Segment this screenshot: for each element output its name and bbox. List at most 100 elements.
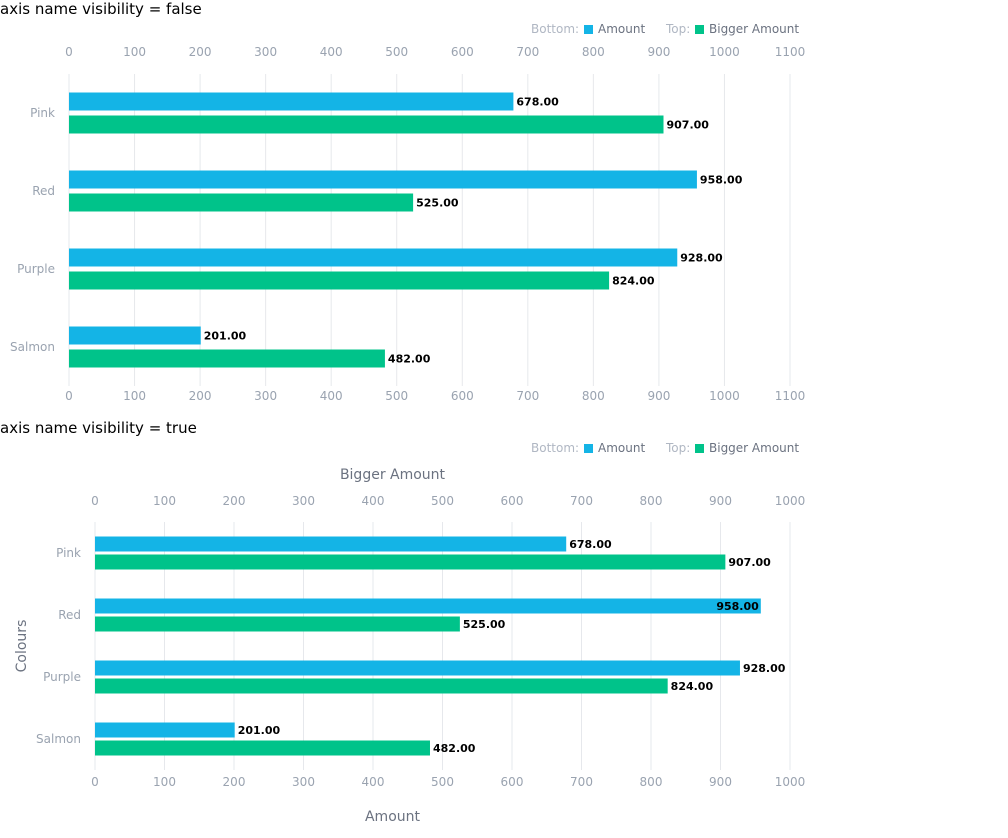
data-label-amount: 678.00 bbox=[569, 538, 612, 551]
bottom-tick-label: 0 bbox=[91, 775, 99, 789]
top-tick-label: 400 bbox=[362, 494, 385, 508]
top-tick-label: 900 bbox=[709, 494, 732, 508]
bottom-tick-label: 600 bbox=[501, 775, 524, 789]
bottom-tick-label: 1000 bbox=[709, 389, 740, 403]
top-tick-label: 1100 bbox=[775, 45, 806, 59]
chart-1-title: axis name visibility = false bbox=[0, 0, 202, 18]
top-axis-name: Bigger Amount bbox=[340, 467, 446, 483]
category-label: Salmon bbox=[36, 732, 81, 746]
data-label-bigger-amount: 482.00 bbox=[388, 353, 431, 366]
bottom-tick-label: 100 bbox=[153, 775, 176, 789]
bar-amount bbox=[69, 326, 201, 345]
top-tick-label: 800 bbox=[640, 494, 663, 508]
legend-amount-label: Amount bbox=[598, 441, 645, 455]
legend-amount-swatch bbox=[584, 25, 593, 34]
bar-amount bbox=[69, 170, 697, 189]
bottom-tick-label: 400 bbox=[362, 775, 385, 789]
top-tick-label: 400 bbox=[320, 45, 343, 59]
data-label-bigger-amount: 907.00 bbox=[728, 556, 771, 569]
top-tick-label: 1000 bbox=[709, 45, 740, 59]
legend-amount-swatch bbox=[584, 444, 593, 453]
top-tick-label: 1000 bbox=[775, 494, 806, 508]
bottom-tick-label: 700 bbox=[516, 389, 539, 403]
legend-top-prefix: Top: bbox=[665, 441, 690, 455]
top-tick-label: 600 bbox=[451, 45, 474, 59]
bar-amount bbox=[95, 536, 567, 552]
chart-1: Bottom: Amount Top: Bigger Amount 0 0 100 100 20… bbox=[10, 22, 806, 403]
bottom-tick-label: 1000 bbox=[775, 775, 806, 789]
top-tick-label: 500 bbox=[385, 45, 408, 59]
bottom-tick-label: 0 bbox=[65, 389, 73, 403]
data-label-amount: 678.00 bbox=[516, 96, 559, 109]
top-tick-label: 300 bbox=[292, 494, 315, 508]
bar-amount bbox=[95, 722, 235, 738]
category-label: Purple bbox=[17, 262, 55, 276]
chart-2-title: axis name visibility = true bbox=[0, 419, 197, 437]
legend-bottom-prefix: Bottom: bbox=[531, 22, 579, 36]
legend-bigger-swatch bbox=[695, 25, 704, 34]
top-tick-label: 800 bbox=[582, 45, 605, 59]
bottom-tick-label: 100 bbox=[123, 389, 146, 403]
bottom-axis-name: Amount bbox=[365, 809, 421, 825]
bar-bigger-amount bbox=[69, 349, 385, 368]
data-label-amount: 201.00 bbox=[238, 724, 281, 737]
bar-bigger-amount bbox=[95, 554, 726, 570]
data-label-bigger-amount: 525.00 bbox=[463, 618, 506, 631]
bar-amount bbox=[69, 92, 514, 111]
bar-bigger-amount bbox=[95, 740, 430, 756]
top-tick-label: 200 bbox=[189, 45, 212, 59]
bottom-tick-label: 900 bbox=[647, 389, 670, 403]
data-label-amount: 201.00 bbox=[204, 330, 247, 343]
top-tick-label: 500 bbox=[431, 494, 454, 508]
data-label-amount: 928.00 bbox=[743, 662, 786, 675]
top-tick-label: 900 bbox=[647, 45, 670, 59]
legend-amount-label: Amount bbox=[598, 22, 645, 36]
bar-amount bbox=[95, 660, 740, 676]
bottom-tick-label: 800 bbox=[582, 389, 605, 403]
legend-bigger-label: Bigger Amount bbox=[709, 441, 799, 455]
bottom-tick-label: 300 bbox=[254, 389, 277, 403]
bar-amount bbox=[69, 248, 678, 267]
bottom-tick-label: 600 bbox=[451, 389, 474, 403]
top-tick-label: 300 bbox=[254, 45, 277, 59]
data-label-bigger-amount: 907.00 bbox=[666, 119, 709, 132]
top-tick-label: 100 bbox=[153, 494, 176, 508]
category-label: Salmon bbox=[10, 340, 55, 354]
top-tick-label: 600 bbox=[501, 494, 524, 508]
bottom-tick-label: 800 bbox=[640, 775, 663, 789]
bottom-tick-label: 1100 bbox=[775, 389, 806, 403]
top-tick-label: 0 bbox=[91, 494, 99, 508]
top-tick-label: 0 bbox=[65, 45, 73, 59]
data-label-bigger-amount: 482.00 bbox=[433, 742, 476, 755]
legend-bigger-label: Bigger Amount bbox=[709, 22, 799, 36]
category-label: Red bbox=[32, 184, 55, 198]
bar-bigger-amount bbox=[69, 115, 664, 134]
category-label: Pink bbox=[56, 546, 81, 560]
legend-bottom-prefix: Bottom: bbox=[531, 441, 579, 455]
bottom-tick-label: 400 bbox=[320, 389, 343, 403]
data-label-amount: 928.00 bbox=[680, 252, 723, 265]
y-axis-name: Colours bbox=[14, 620, 30, 673]
data-label-bigger-amount: 824.00 bbox=[612, 275, 655, 288]
bottom-tick-label: 700 bbox=[570, 775, 593, 789]
data-label-amount: 958.00 bbox=[716, 600, 759, 613]
bottom-tick-label: 200 bbox=[189, 389, 212, 403]
bottom-tick-label: 900 bbox=[709, 775, 732, 789]
data-label-amount: 958.00 bbox=[700, 174, 743, 187]
bottom-tick-label: 500 bbox=[431, 775, 454, 789]
data-label-bigger-amount: 525.00 bbox=[416, 197, 459, 210]
category-label: Pink bbox=[30, 106, 55, 120]
category-label: Purple bbox=[43, 670, 81, 684]
bar-bigger-amount bbox=[95, 616, 460, 632]
legend-top-prefix: Top: bbox=[665, 22, 690, 36]
category-label: Red bbox=[58, 608, 81, 622]
data-label-bigger-amount: 824.00 bbox=[671, 680, 714, 693]
bar-bigger-amount bbox=[95, 678, 668, 694]
bottom-tick-label: 300 bbox=[292, 775, 315, 789]
chart-2: Bottom: Amount Top: Bigger Amount Bigger Amo… bbox=[14, 441, 806, 825]
top-tick-label: 100 bbox=[123, 45, 146, 59]
bottom-tick-label: 500 bbox=[385, 389, 408, 403]
bottom-tick-label: 200 bbox=[223, 775, 246, 789]
top-tick-label: 200 bbox=[223, 494, 246, 508]
bar-bigger-amount bbox=[69, 271, 610, 290]
